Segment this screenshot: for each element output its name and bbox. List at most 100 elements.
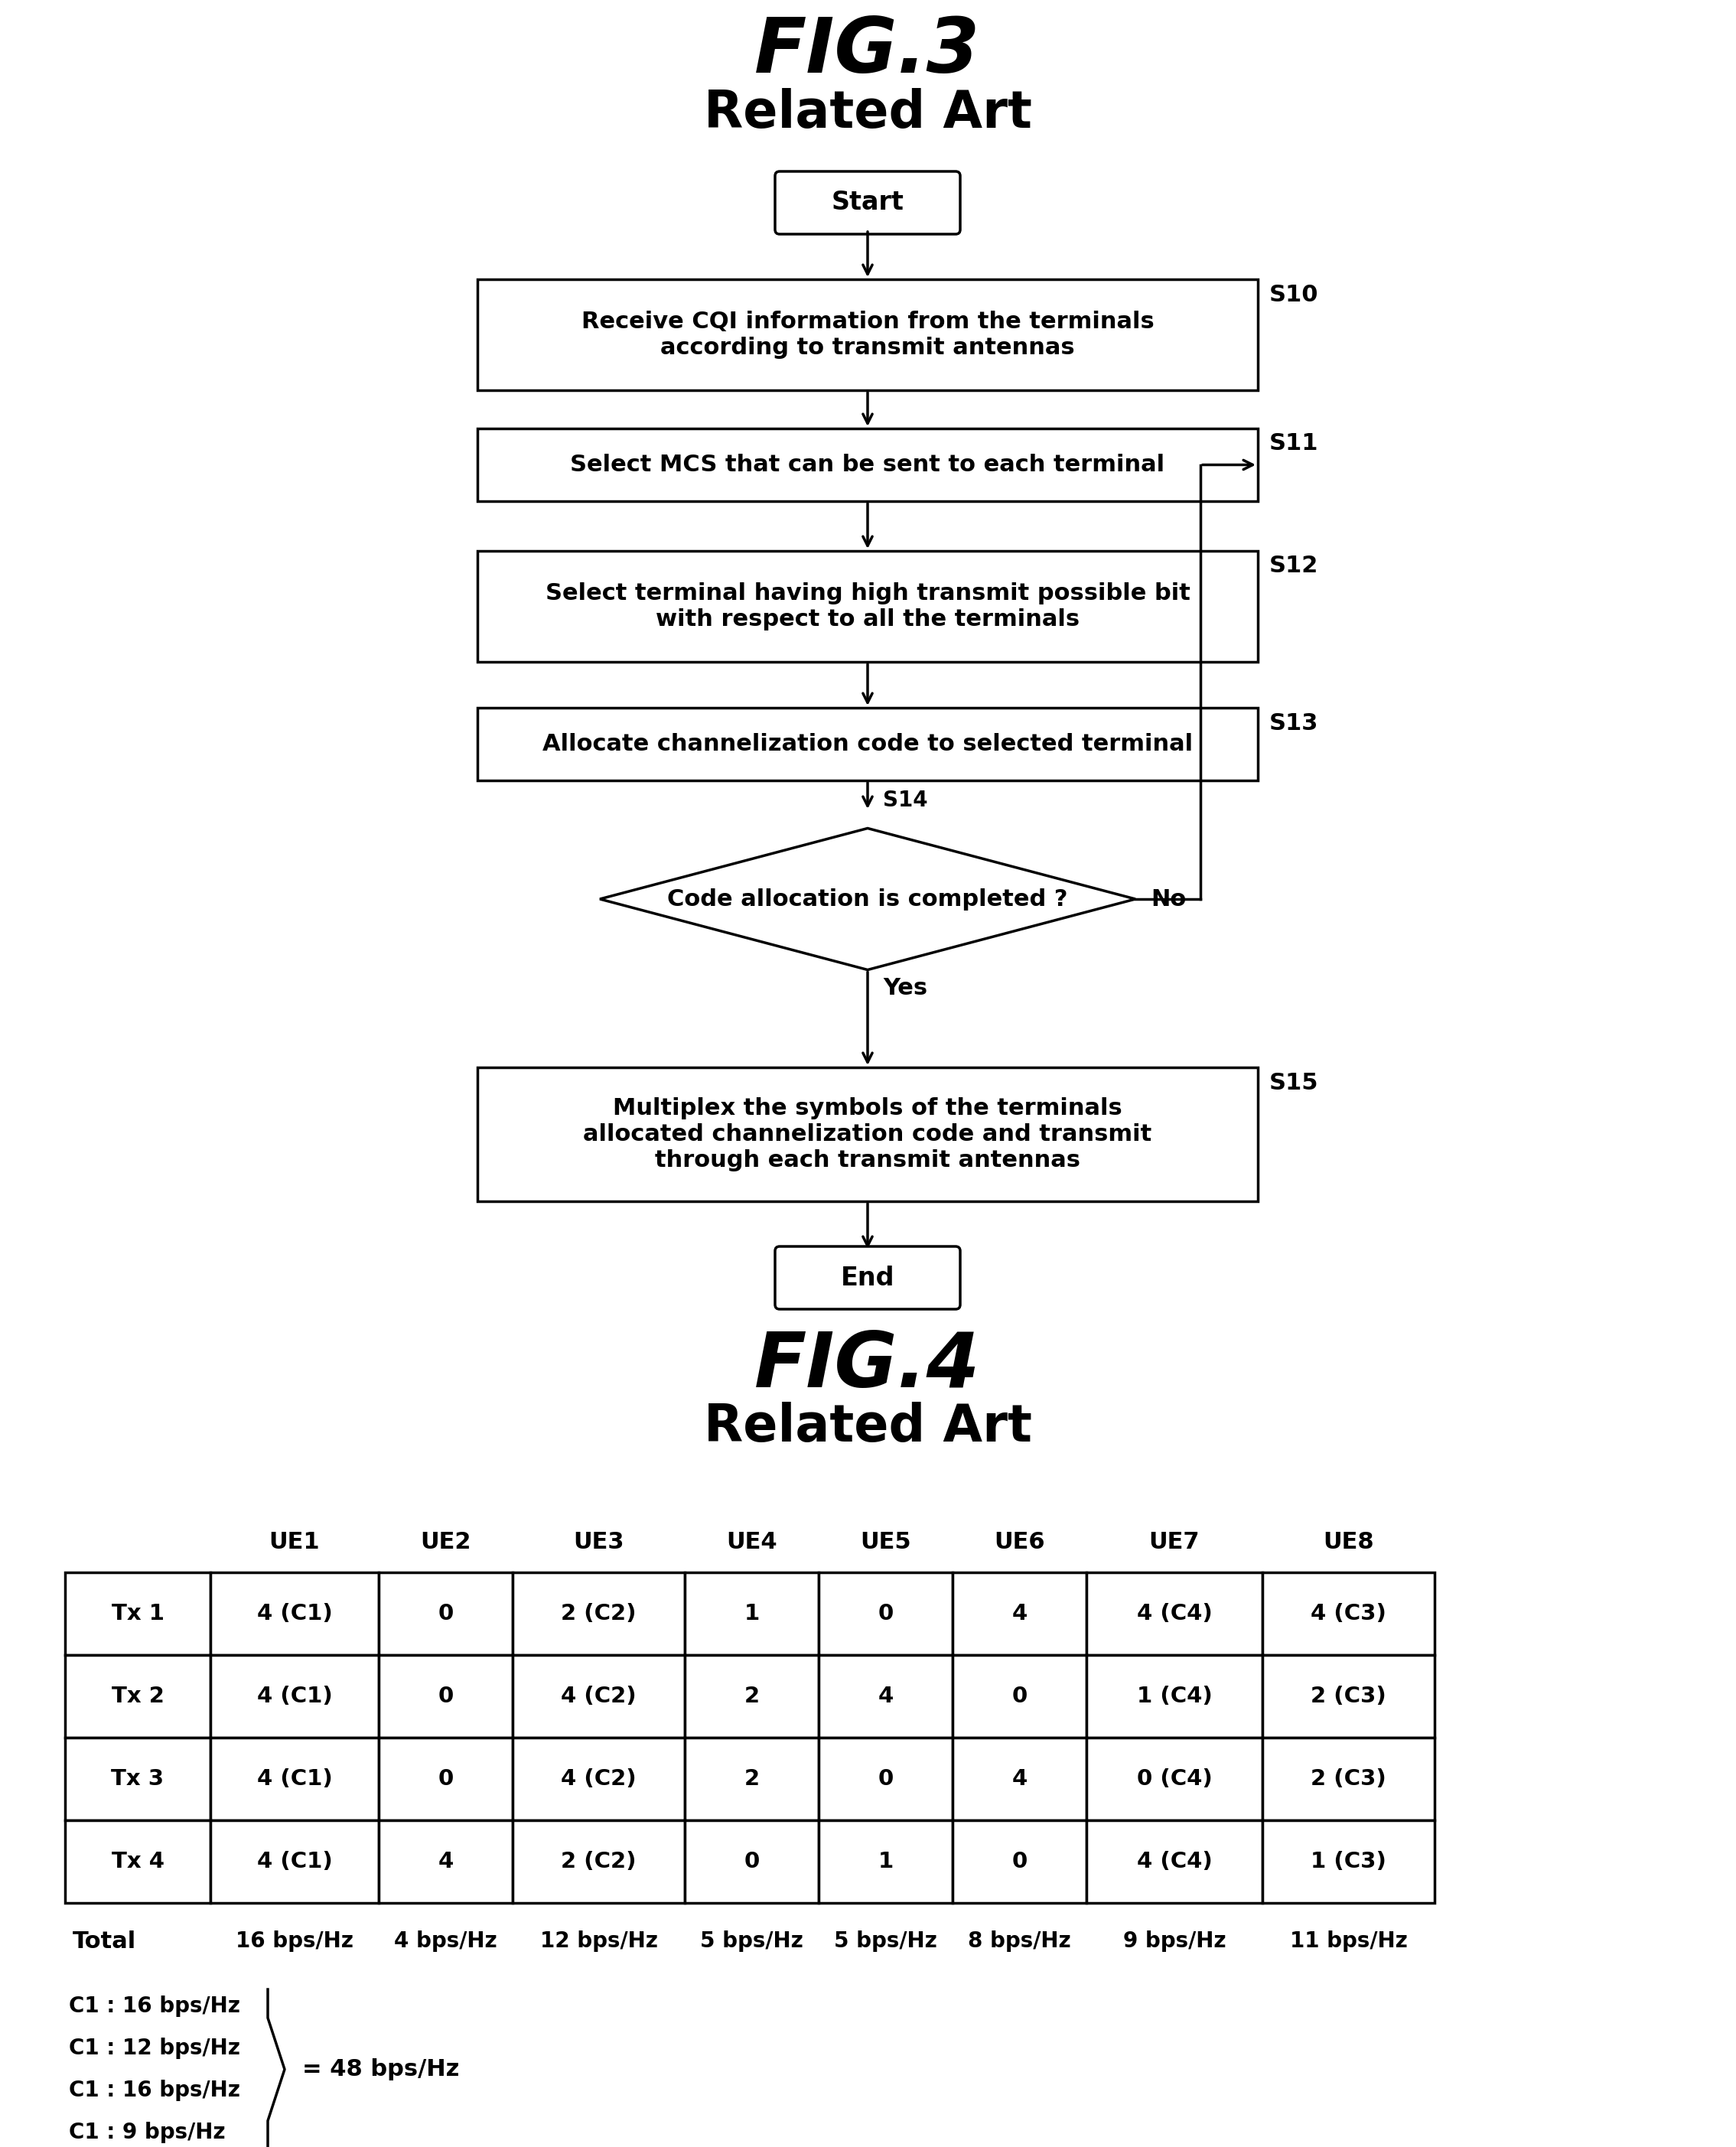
Text: Multiplex the symbols of the terminals
allocated channelization code and transmi: Multiplex the symbols of the terminals a… xyxy=(583,1097,1153,1170)
Text: No: No xyxy=(1151,889,1186,910)
Text: UE7: UE7 xyxy=(1149,1531,1200,1552)
Text: S12: S12 xyxy=(1269,556,1319,578)
Bar xyxy=(64,1572,210,1655)
Bar xyxy=(477,552,1259,661)
Bar xyxy=(512,1821,684,1902)
Text: 4: 4 xyxy=(878,1685,894,1707)
Text: UE3: UE3 xyxy=(573,1531,625,1552)
Bar xyxy=(210,1572,378,1655)
Text: UE5: UE5 xyxy=(859,1531,911,1552)
Text: 2 (C2): 2 (C2) xyxy=(561,1851,637,1872)
Text: Tx 2: Tx 2 xyxy=(111,1685,165,1707)
Bar xyxy=(378,1655,512,1737)
FancyBboxPatch shape xyxy=(774,172,960,234)
Text: UE2: UE2 xyxy=(420,1531,470,1552)
Bar xyxy=(953,1737,1087,1821)
Text: 4: 4 xyxy=(1012,1769,1028,1791)
Text: S15: S15 xyxy=(1269,1071,1319,1093)
Text: 0: 0 xyxy=(437,1604,453,1625)
Bar xyxy=(477,1067,1259,1202)
Bar xyxy=(1262,1737,1434,1821)
Text: 4 (C2): 4 (C2) xyxy=(561,1685,637,1707)
Bar xyxy=(1087,1821,1262,1902)
Bar xyxy=(819,1821,953,1902)
Text: S10: S10 xyxy=(1269,283,1319,305)
Bar xyxy=(512,1737,684,1821)
Text: = 48 bps/Hz: = 48 bps/Hz xyxy=(302,2059,460,2080)
Text: 1 (C3): 1 (C3) xyxy=(1311,1851,1387,1872)
Bar xyxy=(210,1737,378,1821)
Text: Tx 4: Tx 4 xyxy=(111,1851,165,1872)
Text: 4 bps/Hz: 4 bps/Hz xyxy=(394,1930,496,1952)
Text: 4 (C1): 4 (C1) xyxy=(257,1769,332,1791)
Bar xyxy=(819,1737,953,1821)
Text: 12 bps/Hz: 12 bps/Hz xyxy=(540,1930,658,1952)
Text: 1: 1 xyxy=(878,1851,894,1872)
Bar xyxy=(477,709,1259,782)
Bar xyxy=(210,1821,378,1902)
Bar xyxy=(953,1572,1087,1655)
Text: 4: 4 xyxy=(437,1851,453,1872)
Bar xyxy=(953,1655,1087,1737)
Bar xyxy=(684,1655,819,1737)
Bar xyxy=(512,1572,684,1655)
Text: 4 (C4): 4 (C4) xyxy=(1137,1851,1212,1872)
Text: 4: 4 xyxy=(1012,1604,1028,1625)
Text: 4 (C4): 4 (C4) xyxy=(1137,1604,1212,1625)
Bar xyxy=(684,1737,819,1821)
Text: Tx 3: Tx 3 xyxy=(111,1769,165,1791)
Text: 8 bps/Hz: 8 bps/Hz xyxy=(969,1930,1071,1952)
Text: FIG.3: FIG.3 xyxy=(755,15,981,90)
Bar xyxy=(64,1655,210,1737)
Text: UE4: UE4 xyxy=(726,1531,778,1552)
Text: 2 (C3): 2 (C3) xyxy=(1311,1685,1387,1707)
Bar xyxy=(819,1572,953,1655)
Bar xyxy=(1262,1655,1434,1737)
Text: 1 (C4): 1 (C4) xyxy=(1137,1685,1212,1707)
Text: 0: 0 xyxy=(1012,1685,1028,1707)
Bar xyxy=(1087,1655,1262,1737)
Bar xyxy=(1087,1737,1262,1821)
Text: 4 (C1): 4 (C1) xyxy=(257,1604,332,1625)
Bar xyxy=(378,1572,512,1655)
Text: 4 (C2): 4 (C2) xyxy=(561,1769,637,1791)
Bar xyxy=(210,1655,378,1737)
Text: 4 (C1): 4 (C1) xyxy=(257,1851,332,1872)
Text: Tx 1: Tx 1 xyxy=(111,1604,165,1625)
Text: C1 : 12 bps/Hz: C1 : 12 bps/Hz xyxy=(69,2038,240,2059)
Text: S14: S14 xyxy=(884,790,927,812)
FancyBboxPatch shape xyxy=(774,1247,960,1310)
Text: 5 bps/Hz: 5 bps/Hz xyxy=(833,1930,937,1952)
Text: Total: Total xyxy=(73,1930,137,1952)
Text: 4 (C1): 4 (C1) xyxy=(257,1685,332,1707)
Text: 2 (C3): 2 (C3) xyxy=(1311,1769,1387,1791)
Text: Allocate channelization code to selected terminal: Allocate channelization code to selected… xyxy=(542,732,1193,756)
Text: Receive CQI information from the terminals
according to transmit antennas: Receive CQI information from the termina… xyxy=(582,311,1154,359)
Bar xyxy=(64,1737,210,1821)
Text: C1 : 9 bps/Hz: C1 : 9 bps/Hz xyxy=(69,2121,226,2143)
Text: UE8: UE8 xyxy=(1323,1531,1373,1552)
Text: C1 : 16 bps/Hz: C1 : 16 bps/Hz xyxy=(69,1995,240,2016)
Text: S13: S13 xyxy=(1269,713,1319,734)
Text: C1 : 16 bps/Hz: C1 : 16 bps/Hz xyxy=(69,2080,240,2102)
Text: 2: 2 xyxy=(745,1769,759,1791)
Text: UE6: UE6 xyxy=(995,1531,1045,1552)
Text: 11 bps/Hz: 11 bps/Hz xyxy=(1290,1930,1408,1952)
Text: End: End xyxy=(840,1265,894,1290)
Text: 16 bps/Hz: 16 bps/Hz xyxy=(236,1930,354,1952)
Text: 4 (C3): 4 (C3) xyxy=(1311,1604,1387,1625)
Text: 0: 0 xyxy=(745,1851,759,1872)
Text: 0: 0 xyxy=(437,1769,453,1791)
Bar xyxy=(684,1821,819,1902)
Polygon shape xyxy=(601,829,1135,970)
Bar xyxy=(1262,1821,1434,1902)
Bar xyxy=(477,429,1259,500)
Text: 5 bps/Hz: 5 bps/Hz xyxy=(700,1930,804,1952)
Text: 2: 2 xyxy=(745,1685,759,1707)
Bar xyxy=(819,1655,953,1737)
Bar xyxy=(512,1655,684,1737)
Text: 2 (C2): 2 (C2) xyxy=(561,1604,637,1625)
Bar xyxy=(64,1821,210,1902)
Bar xyxy=(684,1572,819,1655)
Text: Start: Start xyxy=(832,191,904,215)
